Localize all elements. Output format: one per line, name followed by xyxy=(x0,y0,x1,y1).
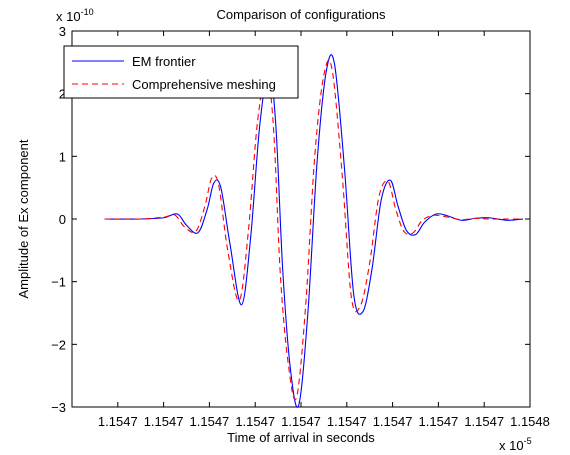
y-tick-label: −1 xyxy=(51,275,66,290)
x-tick-label: 1.1547 xyxy=(98,414,138,429)
x-axis-label: Time of arrival in seconds xyxy=(227,430,375,445)
x-tick-label: 1.1547 xyxy=(327,414,367,429)
y-tick-label: 3 xyxy=(59,24,66,39)
x-tick-label: 1.1547 xyxy=(190,414,230,429)
y-tick-label: 0 xyxy=(59,212,66,227)
y-axis-label: Amplitude of Ex component xyxy=(16,139,31,298)
x-multiplier: x 10-5 xyxy=(499,436,532,453)
x-multiplier-exponent: -5 xyxy=(524,436,532,446)
chart-title: Comparison of configurations xyxy=(216,7,386,22)
x-tick-label: 1.1548 xyxy=(510,414,550,429)
x-tick-label: 1.1547 xyxy=(419,414,459,429)
y-multiplier-exponent: -10 xyxy=(81,7,94,17)
x-tick-label: 1.1547 xyxy=(464,414,504,429)
legend-label-comprehensive-meshing: Comprehensive meshing xyxy=(132,77,276,92)
x-tick-label: 1.1547 xyxy=(373,414,413,429)
x-tick-label: 1.1547 xyxy=(235,414,275,429)
legend-label-em-frontier: EM frontier xyxy=(132,54,196,69)
y-tick-label: −2 xyxy=(51,337,66,352)
y-multiplier: x 10-10 xyxy=(56,7,94,24)
x-tick-label: 1.1547 xyxy=(281,414,321,429)
x-tick-label: 1.1547 xyxy=(144,414,184,429)
legend: EM frontier Comprehensive meshing xyxy=(64,46,298,98)
y-tick-label: 1 xyxy=(59,149,66,164)
y-tick-label: −3 xyxy=(51,400,66,415)
